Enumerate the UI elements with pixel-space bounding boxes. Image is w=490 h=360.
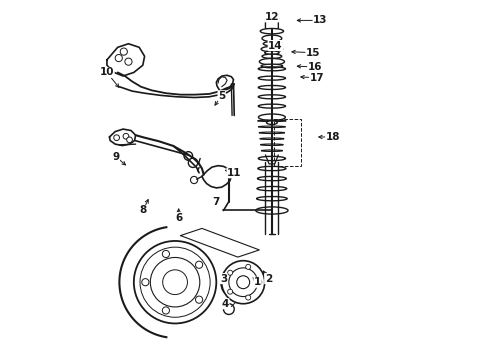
Circle shape xyxy=(120,48,127,55)
Text: 1: 1 xyxy=(254,277,261,287)
Circle shape xyxy=(140,247,210,317)
Circle shape xyxy=(163,270,188,294)
Circle shape xyxy=(114,135,120,140)
Circle shape xyxy=(162,250,170,257)
Ellipse shape xyxy=(259,58,285,65)
Circle shape xyxy=(229,268,258,297)
Ellipse shape xyxy=(262,35,282,41)
Ellipse shape xyxy=(260,28,284,34)
Circle shape xyxy=(221,261,265,304)
Text: 4: 4 xyxy=(221,299,229,309)
Text: 5: 5 xyxy=(218,91,225,101)
Circle shape xyxy=(184,152,193,160)
Circle shape xyxy=(237,276,250,289)
Circle shape xyxy=(142,279,149,286)
Circle shape xyxy=(134,241,216,323)
Ellipse shape xyxy=(263,41,280,46)
Ellipse shape xyxy=(221,270,237,295)
Circle shape xyxy=(245,264,251,269)
Circle shape xyxy=(150,257,200,307)
Circle shape xyxy=(191,176,197,184)
Ellipse shape xyxy=(258,114,285,121)
Text: 2: 2 xyxy=(265,274,272,284)
Text: 8: 8 xyxy=(139,206,147,216)
Circle shape xyxy=(228,270,233,275)
Circle shape xyxy=(257,280,262,285)
Text: 15: 15 xyxy=(306,48,320,58)
Ellipse shape xyxy=(256,207,288,214)
Ellipse shape xyxy=(261,64,283,68)
Circle shape xyxy=(245,295,251,300)
Circle shape xyxy=(125,58,132,65)
Text: 7: 7 xyxy=(213,197,220,207)
Ellipse shape xyxy=(265,51,279,54)
Text: 9: 9 xyxy=(112,152,120,162)
Text: 10: 10 xyxy=(99,67,114,77)
Text: 14: 14 xyxy=(268,41,283,50)
Text: 3: 3 xyxy=(220,274,227,284)
Text: 18: 18 xyxy=(326,132,340,142)
Ellipse shape xyxy=(224,273,234,291)
Circle shape xyxy=(228,289,233,294)
Circle shape xyxy=(126,137,132,143)
Circle shape xyxy=(223,304,234,315)
Text: 17: 17 xyxy=(309,73,324,83)
Text: 11: 11 xyxy=(227,168,242,178)
Circle shape xyxy=(196,296,203,303)
Circle shape xyxy=(196,261,203,268)
Ellipse shape xyxy=(267,121,277,125)
Circle shape xyxy=(188,158,197,167)
Circle shape xyxy=(162,307,170,314)
Ellipse shape xyxy=(261,46,283,52)
Text: 12: 12 xyxy=(265,12,279,22)
Text: 13: 13 xyxy=(313,15,327,26)
Text: 16: 16 xyxy=(308,62,322,72)
Circle shape xyxy=(123,134,129,139)
Ellipse shape xyxy=(262,54,282,58)
FancyBboxPatch shape xyxy=(266,18,278,29)
Text: 6: 6 xyxy=(175,213,182,222)
Circle shape xyxy=(115,54,122,62)
